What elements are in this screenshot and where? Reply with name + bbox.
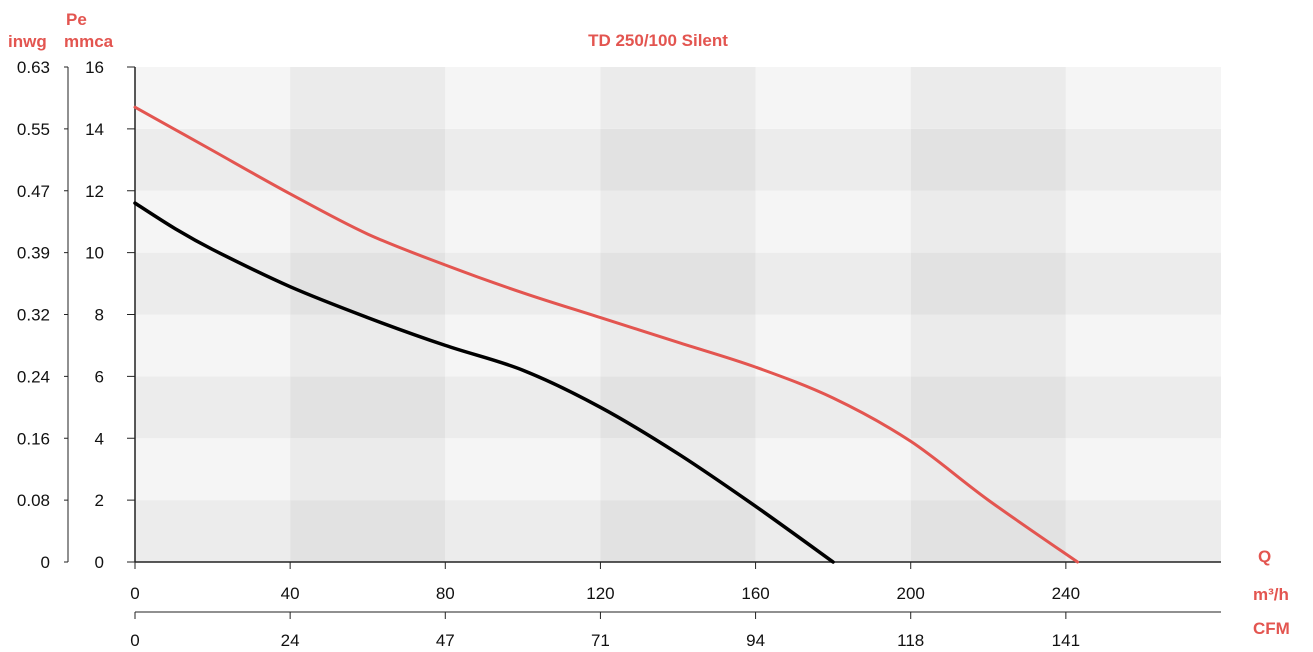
- band-cell: [1065, 500, 1221, 562]
- y2-tick-label: 0.08: [17, 491, 50, 510]
- band-cell: [135, 438, 291, 501]
- y2-tick-label: 0: [41, 553, 50, 572]
- x-tick-label: 200: [897, 584, 925, 603]
- band-cell: [755, 500, 911, 562]
- band-cell: [755, 314, 911, 377]
- band-cell: [135, 252, 291, 315]
- x2-tick-label: 47: [436, 631, 455, 650]
- band-cell: [600, 190, 756, 253]
- band-cell: [910, 128, 1066, 191]
- y2-tick-label: 0.39: [17, 244, 50, 263]
- band-cell: [290, 500, 446, 562]
- band-cell: [445, 67, 601, 129]
- y-tick-label: 2: [95, 491, 104, 510]
- x-tick-label: 80: [436, 584, 455, 603]
- y2-tick-label: 0.32: [17, 306, 50, 325]
- y-tick-label: 12: [85, 182, 104, 201]
- band-cell: [755, 438, 911, 501]
- band-cell: [600, 252, 756, 315]
- band-cell: [445, 376, 601, 439]
- band-cell: [1065, 67, 1221, 129]
- band-cell: [290, 438, 446, 501]
- y-tick-label: 0: [95, 553, 104, 572]
- y-tick-label: 14: [85, 120, 104, 139]
- y2-tick-label: 0.16: [17, 429, 50, 448]
- band-cell: [755, 190, 911, 253]
- band-cell: [1065, 190, 1221, 253]
- series-lines: [133, 105, 1079, 564]
- band-cell: [1065, 376, 1221, 439]
- y-unit-inwg: inwg: [8, 32, 47, 51]
- x-unit-cfm: CFM: [1253, 619, 1290, 638]
- band-cell: [445, 438, 601, 501]
- series-line-2: [133, 201, 835, 564]
- y-unit-pe: Pe: [66, 10, 87, 29]
- x-tick-label: 160: [741, 584, 769, 603]
- y-tick-label: 10: [85, 244, 104, 263]
- y-tick-label: 8: [95, 306, 104, 325]
- band-cell: [135, 500, 291, 562]
- band-cell: [290, 190, 446, 253]
- x2-tick-label: 71: [591, 631, 610, 650]
- y2-tick-label: 0.24: [17, 367, 50, 386]
- band-cell: [755, 128, 911, 191]
- band-cell: [135, 376, 291, 439]
- y2-tick-label: 0.47: [17, 182, 50, 201]
- band-cell: [135, 190, 291, 253]
- band-cell: [290, 128, 446, 191]
- band-cell: [755, 376, 911, 439]
- axes: [64, 66, 1221, 619]
- band-cell: [1065, 438, 1221, 501]
- band-cell: [910, 438, 1066, 501]
- band-cell: [445, 500, 601, 562]
- band-cell: [445, 252, 601, 315]
- x2-tick-label: 24: [281, 631, 300, 650]
- band-cell: [135, 314, 291, 377]
- band-cell: [910, 314, 1066, 377]
- band-cell: [910, 500, 1066, 562]
- x-tick-label: 240: [1052, 584, 1080, 603]
- band-cell: [755, 67, 911, 129]
- band-cell: [600, 500, 756, 562]
- x-tick-label: 0: [130, 584, 139, 603]
- x2-tick-label: 118: [897, 631, 924, 650]
- band-cell: [1065, 128, 1221, 191]
- y2-tick-label: 0.55: [17, 120, 50, 139]
- band-cell: [600, 128, 756, 191]
- band-cell: [135, 67, 291, 129]
- y2-tick-label: 0.63: [17, 58, 50, 77]
- band-cell: [1065, 252, 1221, 315]
- y-tick-label: 6: [95, 367, 104, 386]
- x2-tick-label: 94: [746, 631, 765, 650]
- band-cell: [445, 314, 601, 377]
- band-cell: [445, 128, 601, 191]
- band-cell: [910, 67, 1066, 129]
- band-cell: [600, 376, 756, 439]
- band-cell: [910, 376, 1066, 439]
- x-unit-m3h: m³/h: [1253, 585, 1289, 604]
- band-cell: [290, 252, 446, 315]
- x2-tick-label: 0: [130, 631, 139, 650]
- band-cell: [445, 190, 601, 253]
- background-bands: [135, 67, 1221, 562]
- band-cell: [290, 314, 446, 377]
- y-tick-label: 4: [95, 429, 104, 448]
- y-unit-mmca: mmca: [64, 32, 114, 51]
- x-unit-q: Q: [1258, 547, 1271, 566]
- band-cell: [290, 376, 446, 439]
- x2-tick-label: 141: [1052, 631, 1080, 650]
- band-cell: [755, 252, 911, 315]
- band-cell: [1065, 314, 1221, 377]
- tick-labels: 0 0 2 0.08 4 0.16 6 0.24 8 0.32 10 0.39 12 0.47 14 0.55…: [17, 58, 1080, 650]
- y-tick-label: 16: [85, 58, 104, 77]
- x-tick-label: 40: [281, 584, 300, 603]
- x-tick-label: 120: [586, 584, 614, 603]
- series-line-1: [133, 105, 1079, 564]
- band-cell: [600, 67, 756, 129]
- band-cell: [290, 67, 446, 129]
- band-cell: [910, 252, 1066, 315]
- chart-title: TD 250/100 Silent: [588, 31, 728, 50]
- band-cell: [910, 190, 1066, 253]
